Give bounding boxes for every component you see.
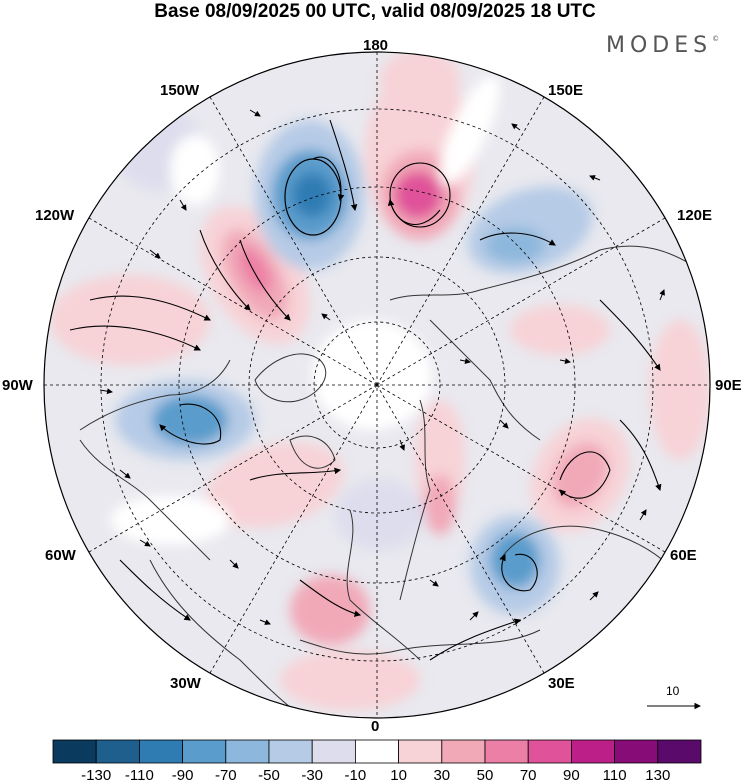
lon-label-120w: 120W bbox=[35, 207, 75, 224]
colorbar-swatch bbox=[571, 739, 616, 764]
lon-label-90w: 90W bbox=[2, 377, 33, 394]
colorbar-swatch bbox=[52, 739, 97, 764]
lon-label-0: 0 bbox=[371, 718, 380, 735]
colorbar-tick-label: 130 bbox=[645, 767, 671, 784]
colorbar-tick-label: -10 bbox=[344, 767, 367, 784]
lon-label-120e: 120E bbox=[677, 207, 713, 224]
modes-logo: MODES© bbox=[606, 33, 720, 58]
colorbar-swatch bbox=[527, 739, 572, 764]
colorbar-tick-label: 30 bbox=[433, 767, 451, 784]
colorbar-swatch bbox=[398, 739, 443, 764]
wind-streamlines bbox=[69, 119, 662, 661]
map-title: Base 08/09/2025 00 UTC, valid 08/09/2025… bbox=[154, 1, 596, 22]
colorbar-tick-label: -30 bbox=[301, 767, 324, 784]
colorbar-tick-label: -50 bbox=[258, 767, 280, 784]
colorbar bbox=[52, 739, 702, 764]
colorbar-swatch bbox=[268, 739, 313, 764]
lon-label-90e: 90E bbox=[715, 377, 742, 394]
colorbar-tick-label: 10 bbox=[390, 767, 407, 784]
colorbar-swatch bbox=[484, 739, 529, 764]
wind-vectors bbox=[99, 109, 665, 625]
colorbar-swatch bbox=[311, 739, 356, 764]
lon-label-150w: 150W bbox=[160, 82, 200, 99]
lon-label-30w: 30W bbox=[170, 675, 201, 692]
colorbar-tick-label: -90 bbox=[171, 767, 194, 784]
colorbar-tick-label: 70 bbox=[519, 767, 537, 784]
lon-label-60e: 60E bbox=[670, 547, 697, 564]
colorbar-tick-label: -110 bbox=[124, 767, 154, 784]
map-boundary bbox=[43, 51, 711, 719]
colorbar-tick-label: 90 bbox=[563, 767, 580, 784]
colorbar-swatch bbox=[182, 739, 227, 764]
colorbar-swatch bbox=[138, 739, 183, 764]
anomaly-field bbox=[44, 52, 710, 718]
colorbar-swatch bbox=[354, 739, 399, 764]
lon-label-150e: 150E bbox=[548, 82, 584, 99]
lon-label-180: 180 bbox=[363, 37, 389, 54]
colorbar-swatch bbox=[441, 739, 486, 764]
lon-label-30e: 30E bbox=[548, 675, 575, 692]
colorbar-swatch bbox=[225, 739, 270, 764]
reference-vector-label: 10 bbox=[666, 684, 680, 698]
colorbar-tick-label: -70 bbox=[214, 767, 237, 784]
colorbar-swatch bbox=[95, 739, 140, 764]
graticule bbox=[44, 52, 710, 718]
colorbar-tick-label: 50 bbox=[476, 767, 494, 784]
colorbar-swatch bbox=[614, 739, 659, 764]
colorbar-tick-label: 110 bbox=[602, 767, 627, 784]
colorbar-tick-label: -130 bbox=[81, 767, 112, 784]
colorbar-swatch bbox=[657, 739, 702, 764]
lon-label-60w: 60W bbox=[45, 547, 76, 564]
